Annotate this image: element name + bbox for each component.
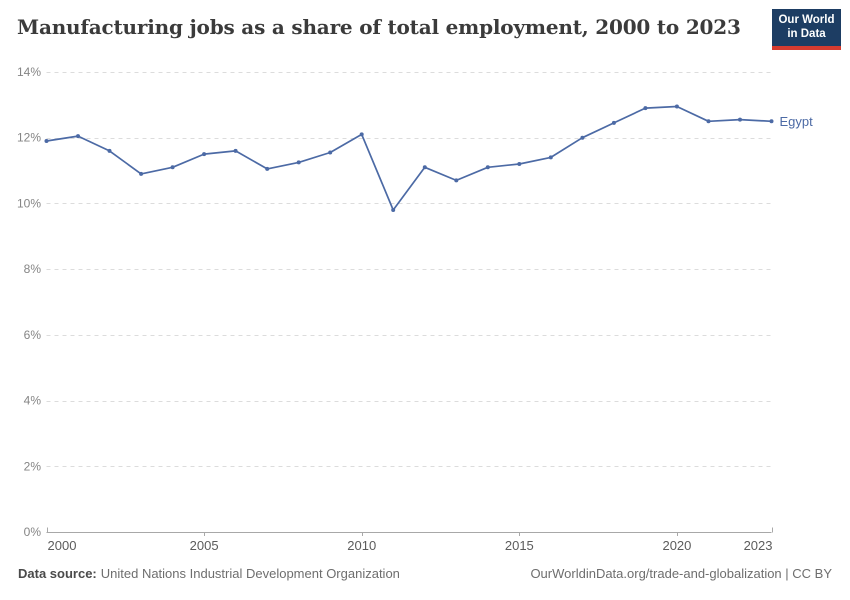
data-point[interactable] (548, 155, 553, 160)
x-tick-label: 2010 (347, 538, 376, 553)
y-tick-label: 10% (17, 196, 41, 210)
data-point[interactable] (706, 119, 711, 124)
data-point[interactable] (44, 139, 49, 143)
data-point[interactable] (738, 117, 742, 122)
x-tick-label: 2015 (505, 538, 534, 553)
data-point[interactable] (233, 148, 238, 153)
data-source-value: United Nations Industrial Development Or… (100, 566, 400, 581)
data-source-label: Data source: (18, 566, 97, 581)
owid-logo[interactable]: Our World in Data (772, 9, 841, 50)
data-point[interactable] (265, 166, 270, 171)
data-point[interactable] (359, 132, 364, 137)
series-line[interactable] (45, 105, 773, 211)
logo-line2: in Data (787, 28, 826, 41)
x-tick-label: 2020 (662, 538, 691, 553)
y-tick-label: 4% (24, 394, 42, 408)
line-chart[interactable]: 0% 2% 4% 6% 8% 10% 12% 14% 2000 2005 2010 2015 2020 2… (0, 60, 850, 560)
data-point[interactable] (611, 120, 616, 125)
y-tick-label: 14% (17, 65, 41, 79)
logo-line1: Our World (778, 14, 835, 26)
chart-footer: Data source: United Nations Industrial De… (18, 566, 832, 581)
data-point[interactable] (202, 152, 207, 157)
x-tick-label: 2023 (744, 538, 773, 553)
x-tick-label: 2005 (190, 538, 219, 553)
data-point[interactable] (454, 178, 459, 183)
data-point[interactable] (422, 165, 427, 170)
data-point[interactable] (139, 171, 144, 176)
data-point[interactable] (296, 160, 301, 165)
y-tick-label: 0% (24, 525, 42, 539)
x-tick-label: 2000 (48, 538, 77, 553)
data-point[interactable] (107, 148, 112, 153)
data-point[interactable] (328, 150, 333, 155)
data-point[interactable] (485, 165, 490, 170)
data-point[interactable] (391, 208, 396, 212)
credit-link[interactable]: OurWorldinData.org/trade-and-globalizati… (530, 566, 832, 581)
data-source: Data source: United Nations Industrial De… (18, 566, 400, 581)
y-tick-label: 8% (24, 262, 42, 276)
data-point[interactable] (170, 165, 175, 170)
data-point[interactable] (580, 135, 585, 140)
data-point[interactable] (517, 162, 522, 166)
data-point[interactable] (769, 119, 774, 124)
y-tick-label: 2% (24, 459, 42, 473)
y-tick-label: 12% (17, 131, 41, 145)
data-point[interactable] (674, 104, 679, 109)
data-point[interactable] (643, 106, 648, 111)
chart-title: Manufacturing jobs as a share of total e… (17, 15, 741, 39)
entity-label: Egypt (780, 114, 814, 129)
data-point[interactable] (76, 134, 80, 139)
y-tick-label: 6% (24, 328, 42, 342)
